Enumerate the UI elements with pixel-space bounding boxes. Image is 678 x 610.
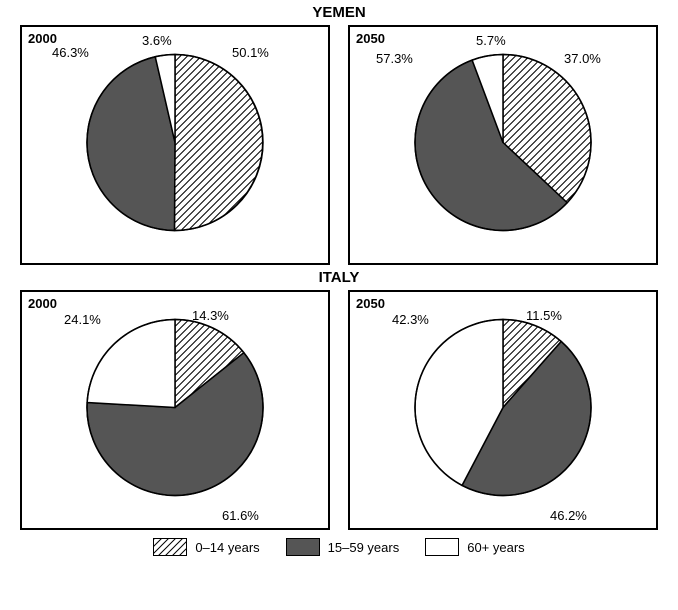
pie-chart	[403, 308, 603, 508]
slice-label: 61.6%	[222, 508, 259, 523]
country-title: ITALY	[0, 269, 678, 286]
pie-slice	[87, 320, 175, 408]
slice-label: 42.3%	[392, 312, 429, 327]
legend-label: 15–59 years	[328, 540, 400, 555]
pie-wrap	[75, 43, 275, 248]
slice-label: 14.3%	[192, 308, 229, 323]
legend-swatch	[425, 538, 459, 556]
legend-swatch	[286, 538, 320, 556]
legend-label: 60+ years	[467, 540, 524, 555]
slice-label: 46.2%	[550, 508, 587, 523]
slice-label: 5.7%	[476, 33, 506, 48]
pie-chart	[75, 308, 275, 508]
country-title: YEMEN	[0, 4, 678, 21]
chart-panel: 2050 37.0% 57.3% 5.7%	[348, 25, 658, 265]
chart-panel: 2000 14.3% 61.6% 24.1%	[20, 290, 330, 530]
legend-item: 0–14 years	[153, 538, 259, 556]
panel-year-label: 2050	[356, 296, 385, 311]
slice-label: 57.3%	[376, 51, 413, 66]
slice-label: 24.1%	[64, 312, 101, 327]
panel-year-label: 2050	[356, 31, 385, 46]
legend-swatch	[153, 538, 187, 556]
pie-wrap	[75, 308, 275, 513]
slice-label: 46.3%	[52, 45, 89, 60]
slice-label: 50.1%	[232, 45, 269, 60]
legend: 0–14 years 15–59 years 60+ years	[0, 538, 678, 556]
chart-panel: 2050 11.5% 46.2% 42.3%	[348, 290, 658, 530]
legend-item: 60+ years	[425, 538, 524, 556]
pie-wrap	[403, 308, 603, 513]
legend-item: 15–59 years	[286, 538, 400, 556]
pie-chart	[75, 43, 275, 243]
slice-label: 37.0%	[564, 51, 601, 66]
panel-year-label: 2000	[28, 296, 57, 311]
chart-row: 2000 14.3% 61.6% 24.1% 2050 11.5% 46.2% 42.3…	[0, 290, 678, 530]
chart-row: 2000 50.1% 46.3% 3.6% 2050 37.0% 57.3% 5.7%	[0, 25, 678, 265]
chart-panel: 2000 50.1% 46.3% 3.6%	[20, 25, 330, 265]
legend-label: 0–14 years	[195, 540, 259, 555]
slice-label: 11.5%	[526, 308, 562, 323]
pie-wrap	[403, 43, 603, 248]
pie-chart	[403, 43, 603, 243]
slice-label: 3.6%	[142, 33, 172, 48]
pie-slice	[174, 55, 262, 231]
panel-year-label: 2000	[28, 31, 57, 46]
